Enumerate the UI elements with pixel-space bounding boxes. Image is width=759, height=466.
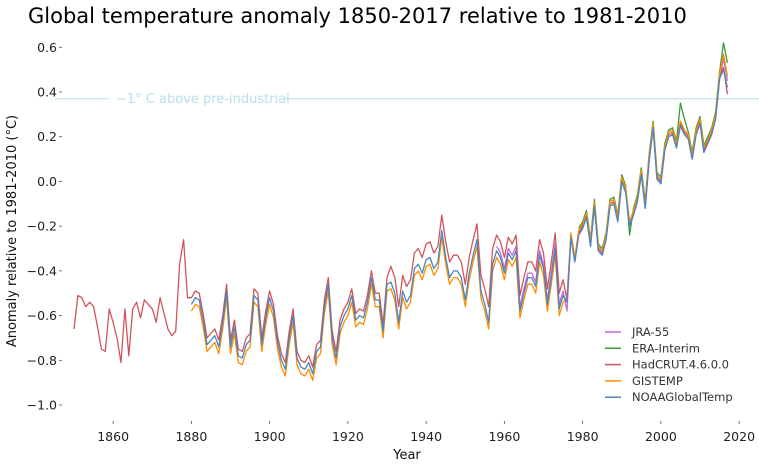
x-tick-label: 1980 bbox=[567, 429, 599, 444]
reference-line: ~1° C above pre-industrial bbox=[55, 92, 759, 107]
x-tick-label: 1940 bbox=[410, 429, 442, 444]
series-line-jra-55 bbox=[496, 57, 729, 312]
legend-label: HadCRUT.4.6.0.0 bbox=[632, 358, 729, 372]
legend-label: JRA-55 bbox=[631, 325, 669, 339]
x-tick-label: 1860 bbox=[97, 429, 129, 444]
y-tick-label: −0.8 bbox=[27, 353, 57, 368]
chart-title: Global temperature anomaly 1850-2017 rel… bbox=[28, 4, 687, 28]
legend: JRA-55 ERA-Interim HadCRUT.4.6.0.0 GISTEMP N… bbox=[605, 325, 733, 404]
y-tick-label: 0.4 bbox=[37, 85, 57, 100]
x-tick-label: 1960 bbox=[488, 429, 520, 444]
y-tick-label: −0.2 bbox=[27, 219, 57, 234]
y-tick-label: −0.4 bbox=[27, 263, 57, 278]
x-tick-label: 1900 bbox=[254, 429, 286, 444]
reference-line-label: ~1° C above pre-industrial bbox=[116, 92, 290, 107]
y-tick-label: 0.2 bbox=[37, 129, 57, 144]
y-tick-label: 0.6 bbox=[37, 40, 57, 55]
legend-label: ERA-Interim bbox=[632, 341, 700, 355]
y-tick-label: −0.6 bbox=[27, 308, 57, 323]
y-tick-label: 0.0 bbox=[37, 174, 57, 189]
legend-label: NOAAGlobalTemp bbox=[632, 390, 733, 404]
y-tick-label: −1.0 bbox=[27, 398, 57, 413]
series-lines bbox=[73, 42, 729, 382]
y-axis: 0.6 0.4 0.2 0.0 −0.2 −0.4 −0.6 −0.8 −1.0 bbox=[27, 40, 62, 413]
x-tick-label: 2000 bbox=[645, 429, 677, 444]
y-axis-label: Anomaly relative to 1981-2010 (°C) bbox=[5, 115, 20, 347]
legend-label: GISTEMP bbox=[632, 374, 683, 388]
x-tick-label: 2020 bbox=[723, 429, 755, 444]
x-tick-label: 1920 bbox=[332, 429, 364, 444]
series-line-noaaglobaltemp bbox=[190, 68, 729, 375]
x-axis-label: Year bbox=[392, 448, 421, 463]
x-axis: 1860 1880 1900 1920 1940 1960 1980 2000 2020 bbox=[97, 421, 755, 444]
x-tick-label: 1880 bbox=[175, 429, 207, 444]
